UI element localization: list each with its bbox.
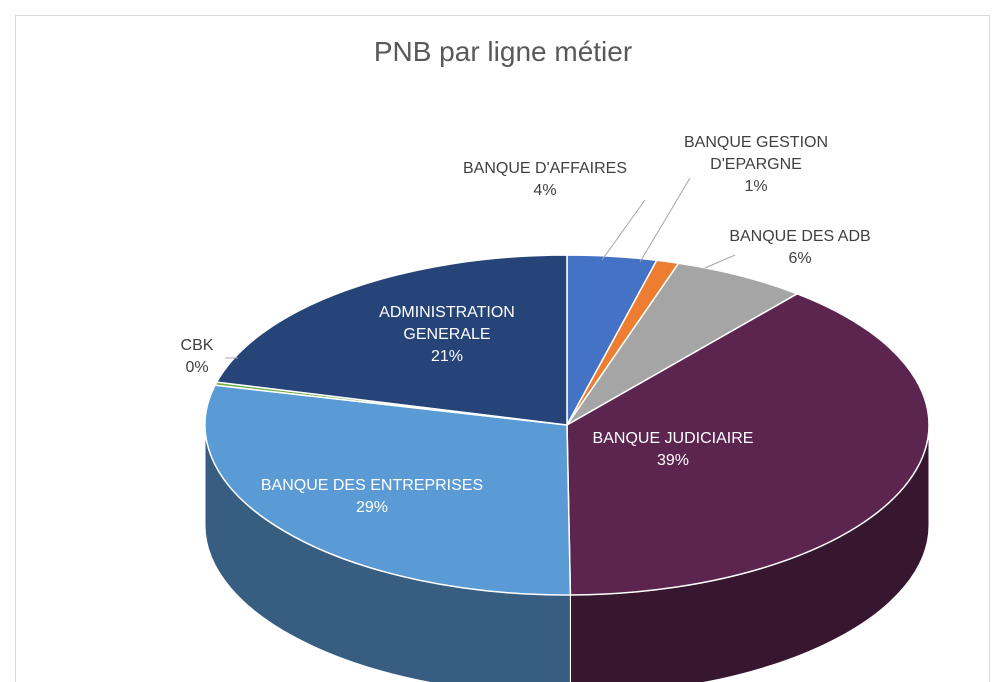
label-value: 0% (185, 359, 209, 376)
leader-line (639, 177, 691, 263)
chart-border (15, 15, 990, 682)
label-name: BANQUE DES ADB (729, 228, 871, 245)
leader-line (704, 254, 736, 269)
label-name: ADMINISTRATION GENERALE (379, 304, 515, 343)
data-label: BANQUE DES ADB 6% (729, 226, 870, 270)
data-label: BANQUE GESTION D'EPARGNE 1% (666, 132, 846, 198)
label-name: BANQUE D'AFFAIRES (463, 160, 627, 177)
data-label: ADMINISTRATION GENERALE 21% (372, 302, 522, 368)
data-label: BANQUE JUDICIAIRE 39% (593, 428, 754, 472)
leader-line (601, 199, 646, 261)
data-label: BANQUE D'AFFAIRES 4% (463, 158, 627, 202)
label-value: 6% (788, 250, 812, 267)
label-value: 1% (744, 178, 768, 195)
label-value: 21% (430, 348, 464, 365)
slice (204, 384, 572, 596)
label-value: 39% (656, 452, 690, 469)
slice (215, 254, 568, 426)
label-name: BANQUE GESTION D'EPARGNE (683, 134, 829, 173)
chart-title: PNB par ligne métier (373, 36, 633, 67)
label-name: BANQUE DES ENTREPRISES (260, 477, 484, 494)
data-label: CBK 0% (181, 335, 214, 379)
data-label: BANQUE DES ENTREPRISES 29% (261, 475, 483, 519)
slice (566, 292, 930, 596)
label-value: 29% (355, 499, 389, 516)
label-name: CBK (180, 337, 214, 354)
label-value: 4% (533, 182, 557, 199)
slice (566, 262, 799, 426)
label-name: BANQUE JUDICIAIRE (592, 430, 754, 447)
